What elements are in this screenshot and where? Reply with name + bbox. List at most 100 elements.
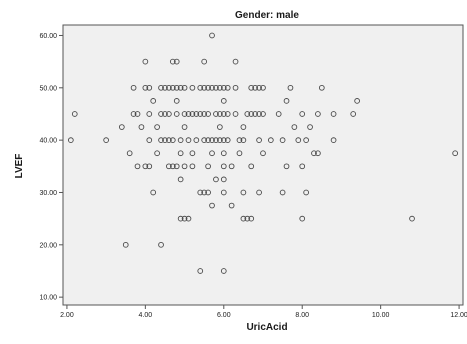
data-point bbox=[244, 215, 251, 222]
data-point bbox=[209, 137, 215, 143]
y-tick-label: 40.00 bbox=[39, 138, 57, 145]
data-point bbox=[162, 137, 168, 143]
x-tick-label: 2.00 bbox=[60, 312, 74, 319]
data-point bbox=[201, 84, 208, 91]
data-point bbox=[256, 111, 262, 117]
data-point bbox=[224, 84, 231, 91]
data-point bbox=[213, 84, 219, 91]
data-point bbox=[209, 202, 215, 209]
y-tick-label: 20.00 bbox=[39, 242, 57, 249]
y-tick-label: 50.00 bbox=[39, 85, 57, 92]
data-point bbox=[248, 84, 255, 91]
data-point bbox=[291, 124, 298, 130]
data-point bbox=[228, 202, 235, 209]
data-point bbox=[220, 150, 227, 157]
data-point bbox=[166, 111, 172, 117]
data-point bbox=[103, 137, 109, 143]
data-point bbox=[181, 84, 188, 91]
x-tick-label: 8.00 bbox=[295, 312, 309, 319]
data-point bbox=[197, 111, 204, 117]
data-point bbox=[283, 98, 290, 104]
data-point bbox=[232, 58, 239, 65]
data-point bbox=[224, 137, 231, 143]
data-point bbox=[181, 163, 188, 170]
data-point bbox=[158, 241, 164, 248]
data-point bbox=[189, 111, 196, 117]
data-point bbox=[205, 111, 211, 117]
data-point bbox=[150, 189, 157, 196]
data-point bbox=[220, 84, 227, 91]
data-point bbox=[205, 163, 211, 170]
data-point bbox=[213, 111, 219, 117]
data-point bbox=[177, 150, 184, 157]
data-point bbox=[279, 189, 286, 196]
data-point bbox=[260, 150, 266, 157]
data-point bbox=[315, 150, 321, 157]
data-point bbox=[220, 176, 227, 183]
data-point bbox=[71, 111, 78, 117]
data-point bbox=[162, 111, 168, 117]
data-point bbox=[248, 163, 255, 170]
x-axis: 2.00 4.00 6.00 8.00 10.00 12.00 bbox=[60, 305, 467, 319]
data-point bbox=[311, 150, 317, 157]
data-point bbox=[279, 137, 286, 143]
data-point bbox=[409, 215, 415, 222]
plot-area bbox=[62, 24, 464, 306]
data-point bbox=[220, 98, 227, 104]
y-tick-label: 60.00 bbox=[39, 33, 57, 40]
data-point bbox=[256, 84, 262, 91]
data-point bbox=[240, 215, 247, 222]
data-point bbox=[299, 215, 306, 222]
data-point bbox=[220, 137, 227, 143]
data-point bbox=[67, 137, 74, 143]
data-point bbox=[158, 111, 164, 117]
data-point bbox=[181, 111, 188, 117]
data-point bbox=[142, 163, 149, 170]
data-point bbox=[260, 111, 266, 117]
data-point bbox=[166, 84, 172, 91]
data-point bbox=[248, 215, 255, 222]
y-tick-label: 10.00 bbox=[39, 295, 57, 302]
data-point bbox=[142, 84, 149, 91]
data-point bbox=[185, 137, 192, 143]
data-point bbox=[146, 84, 153, 91]
data-point bbox=[162, 84, 168, 91]
data-point bbox=[177, 137, 184, 143]
data-point bbox=[197, 268, 204, 274]
data-point bbox=[275, 111, 282, 117]
data-points bbox=[67, 32, 459, 274]
data-point bbox=[299, 163, 306, 170]
x-tick-label: 10.00 bbox=[372, 312, 390, 319]
data-point bbox=[220, 268, 227, 274]
data-point bbox=[267, 137, 274, 143]
data-point bbox=[158, 84, 164, 91]
data-point bbox=[177, 84, 184, 91]
data-point bbox=[318, 84, 325, 91]
data-point bbox=[256, 137, 262, 143]
x-tick-label: 4.00 bbox=[139, 312, 153, 319]
data-point bbox=[158, 137, 164, 143]
data-point bbox=[189, 163, 196, 170]
y-tick-label: 30.00 bbox=[39, 190, 57, 197]
chart-title: Gender: male bbox=[235, 10, 299, 21]
data-point bbox=[303, 137, 309, 143]
data-point bbox=[252, 84, 259, 91]
data-point bbox=[138, 124, 145, 130]
x-tick-label: 12.00 bbox=[450, 312, 467, 319]
data-point bbox=[201, 137, 208, 143]
data-point bbox=[173, 84, 180, 91]
data-point bbox=[126, 150, 133, 157]
data-point bbox=[217, 84, 223, 91]
data-point bbox=[197, 84, 204, 91]
data-point bbox=[193, 137, 200, 143]
data-point bbox=[181, 124, 188, 130]
data-point bbox=[248, 111, 255, 117]
data-point bbox=[134, 111, 141, 117]
data-point bbox=[240, 189, 247, 196]
data-point bbox=[177, 176, 184, 183]
data-point bbox=[260, 84, 266, 91]
data-point bbox=[209, 150, 215, 157]
data-point bbox=[201, 58, 208, 65]
data-point bbox=[130, 111, 137, 117]
